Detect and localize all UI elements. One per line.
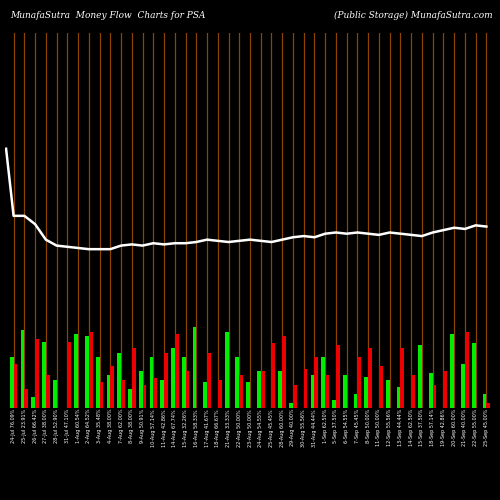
Bar bbox=[160, 380, 164, 407]
Bar bbox=[465, 332, 468, 407]
Bar bbox=[429, 372, 432, 408]
Bar bbox=[379, 366, 382, 408]
Bar bbox=[257, 371, 260, 408]
Bar bbox=[322, 357, 325, 408]
Bar bbox=[354, 394, 358, 407]
Bar bbox=[118, 352, 121, 408]
Bar bbox=[10, 357, 14, 408]
Bar bbox=[68, 342, 71, 407]
Bar bbox=[282, 336, 286, 407]
Bar bbox=[400, 348, 404, 408]
Bar bbox=[218, 380, 222, 407]
Text: MunafaSutra  Money Flow  Charts for PSA: MunafaSutra Money Flow Charts for PSA bbox=[10, 11, 205, 20]
Bar bbox=[336, 345, 340, 408]
Bar bbox=[246, 382, 250, 407]
Bar bbox=[46, 376, 50, 408]
Bar bbox=[304, 369, 308, 408]
Bar bbox=[32, 396, 35, 407]
Bar bbox=[96, 357, 100, 408]
Bar bbox=[278, 371, 282, 408]
Bar bbox=[192, 327, 196, 407]
Bar bbox=[142, 384, 146, 407]
Bar bbox=[110, 366, 114, 408]
Bar bbox=[74, 334, 78, 407]
Bar bbox=[368, 348, 372, 408]
Bar bbox=[332, 400, 336, 407]
Bar bbox=[164, 352, 168, 408]
Bar bbox=[106, 376, 110, 408]
Bar bbox=[444, 371, 447, 408]
Bar bbox=[150, 357, 154, 408]
Bar bbox=[432, 384, 436, 407]
Bar bbox=[186, 371, 190, 408]
Bar bbox=[486, 403, 490, 407]
Bar bbox=[85, 336, 89, 407]
Bar bbox=[260, 371, 264, 408]
Bar bbox=[293, 384, 296, 407]
Bar bbox=[418, 345, 422, 408]
Bar bbox=[325, 376, 329, 408]
Bar bbox=[42, 342, 46, 407]
Bar bbox=[343, 376, 346, 408]
Bar bbox=[139, 371, 142, 408]
Bar bbox=[53, 380, 56, 407]
Bar bbox=[272, 344, 276, 407]
Bar bbox=[182, 357, 186, 408]
Bar bbox=[35, 339, 39, 407]
Bar bbox=[128, 389, 132, 407]
Bar bbox=[175, 334, 178, 407]
Bar bbox=[396, 388, 400, 407]
Bar bbox=[482, 394, 486, 407]
Bar bbox=[450, 334, 454, 407]
Bar bbox=[364, 377, 368, 408]
Bar bbox=[240, 376, 243, 408]
Bar bbox=[14, 364, 18, 408]
Bar bbox=[132, 348, 136, 408]
Bar bbox=[310, 376, 314, 408]
Bar bbox=[171, 348, 175, 408]
Bar bbox=[89, 332, 92, 407]
Bar bbox=[204, 382, 207, 407]
Bar bbox=[207, 352, 211, 408]
Bar bbox=[411, 376, 415, 408]
Bar bbox=[236, 357, 240, 408]
Bar bbox=[24, 389, 28, 407]
Bar bbox=[386, 380, 390, 407]
Bar bbox=[224, 332, 228, 407]
Bar bbox=[121, 380, 125, 407]
Bar bbox=[358, 357, 361, 408]
Bar bbox=[472, 344, 476, 407]
Bar bbox=[289, 403, 293, 407]
Bar bbox=[461, 364, 465, 408]
Bar bbox=[20, 330, 24, 407]
Text: (Public Storage) MunafaSutra.com: (Public Storage) MunafaSutra.com bbox=[334, 11, 492, 20]
Bar bbox=[314, 357, 318, 408]
Bar bbox=[154, 378, 157, 408]
Bar bbox=[100, 382, 103, 407]
